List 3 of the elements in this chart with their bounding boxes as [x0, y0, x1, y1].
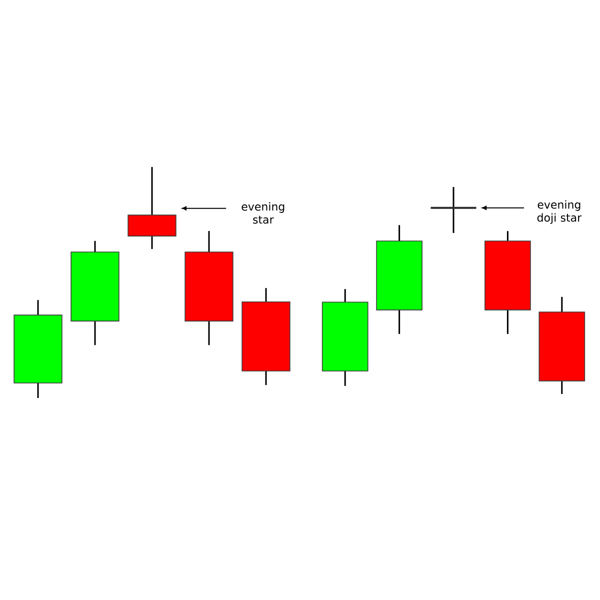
annotation: evening star: [242, 202, 284, 224]
annotation: evening doji star: [537, 200, 582, 224]
candlestick: [430, 186, 478, 234]
